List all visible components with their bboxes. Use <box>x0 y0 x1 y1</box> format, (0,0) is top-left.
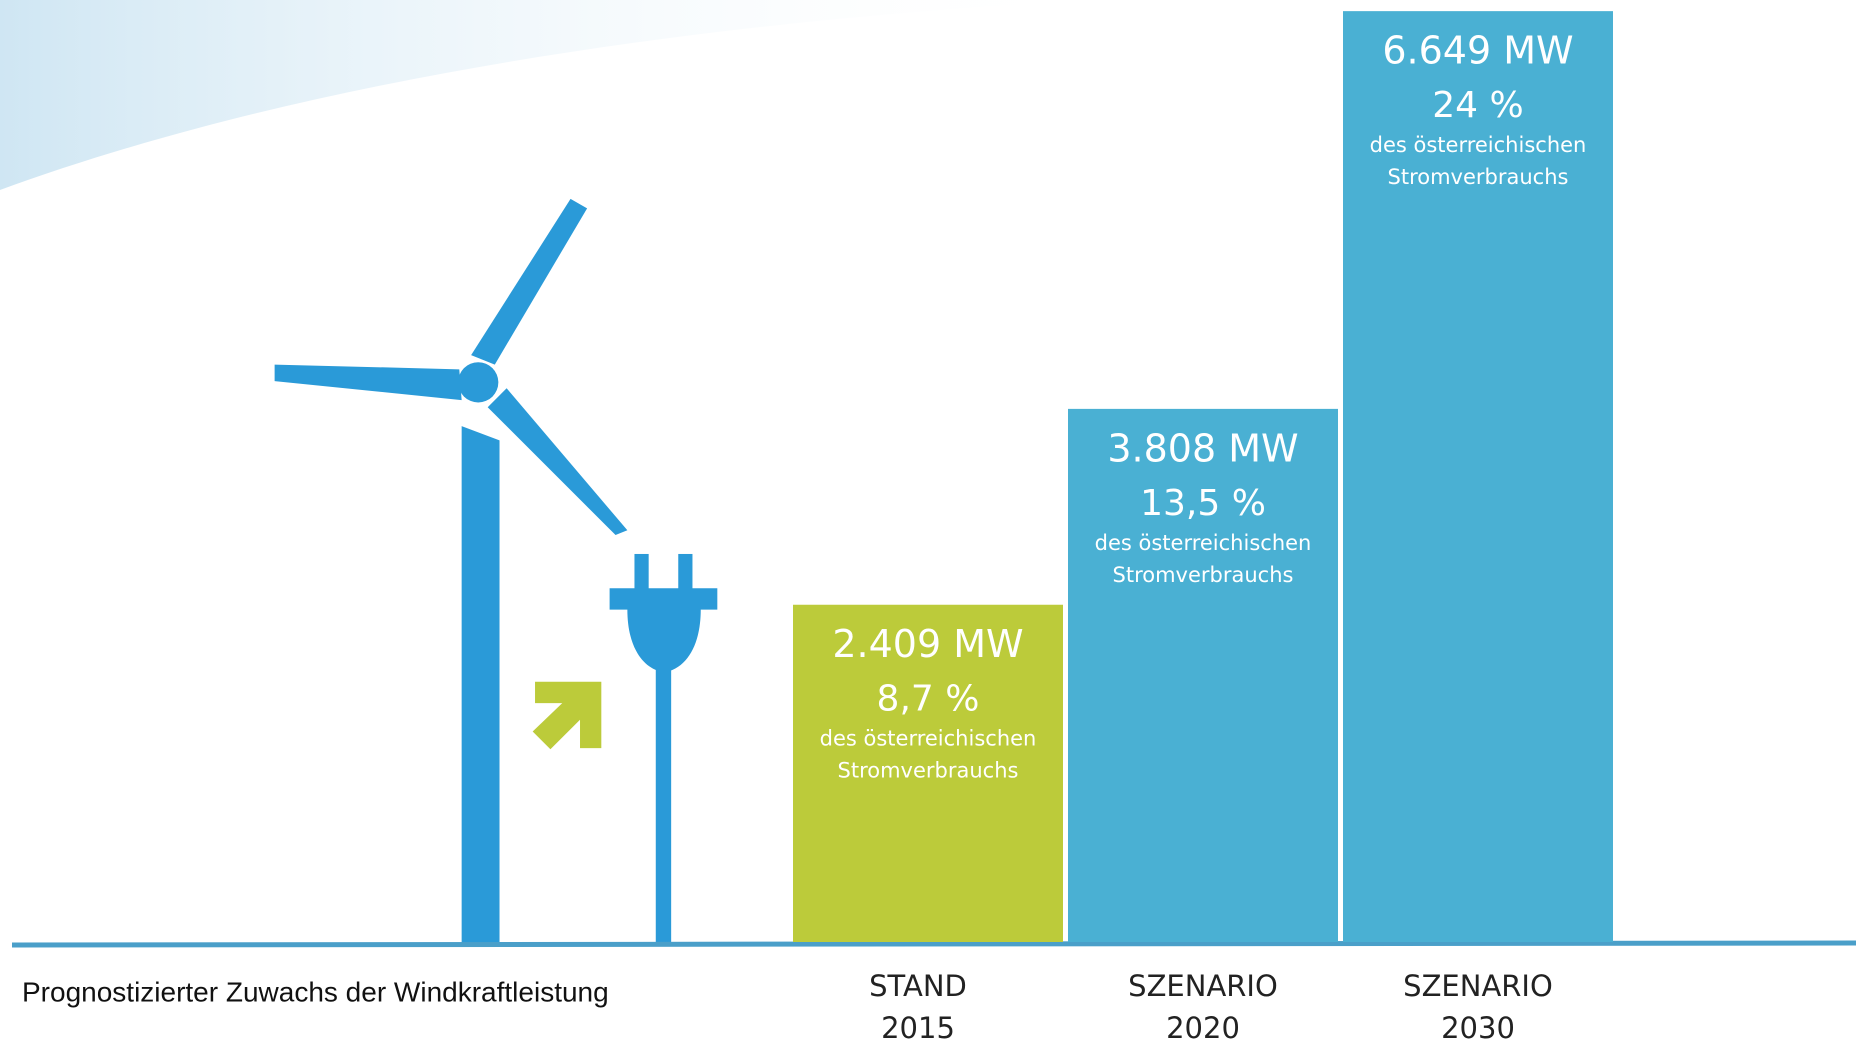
x-tick-label: SZENARIO <box>1128 969 1278 1003</box>
x-tick-label: 2015 <box>881 1011 955 1045</box>
x-tick-label: 2030 <box>1441 1011 1515 1045</box>
share-label: 24 % <box>1432 85 1523 126</box>
value-label: 6.649 MW <box>1382 29 1573 73</box>
decor-swoosh <box>0 0 1100 190</box>
share-note: des österreichischen <box>1095 531 1312 555</box>
value-label: 3.808 MW <box>1107 426 1298 470</box>
share-note: Stromverbrauchs <box>838 759 1019 783</box>
caption: Prognostizierter Zuwachs der Windkraftle… <box>22 976 609 1007</box>
bar <box>1343 11 1613 942</box>
share-note: des österreichischen <box>1370 133 1587 157</box>
x-tick-label: SZENARIO <box>1403 969 1553 1003</box>
bar <box>1068 408 1338 942</box>
bar <box>793 604 1063 942</box>
baseline <box>11 940 1856 948</box>
share-note: Stromverbrauchs <box>1113 563 1294 587</box>
x-tick-label: STAND <box>869 969 967 1003</box>
value-label: 2.409 MW <box>832 622 1023 666</box>
share-label: 8,7 % <box>877 679 980 720</box>
x-tick-label: 2020 <box>1166 1011 1240 1045</box>
wind-turbine-icon <box>274 198 718 944</box>
share-note: Stromverbrauchs <box>1388 165 1569 189</box>
share-note: des österreichischen <box>820 727 1037 751</box>
share-label: 13,5 % <box>1140 483 1266 524</box>
